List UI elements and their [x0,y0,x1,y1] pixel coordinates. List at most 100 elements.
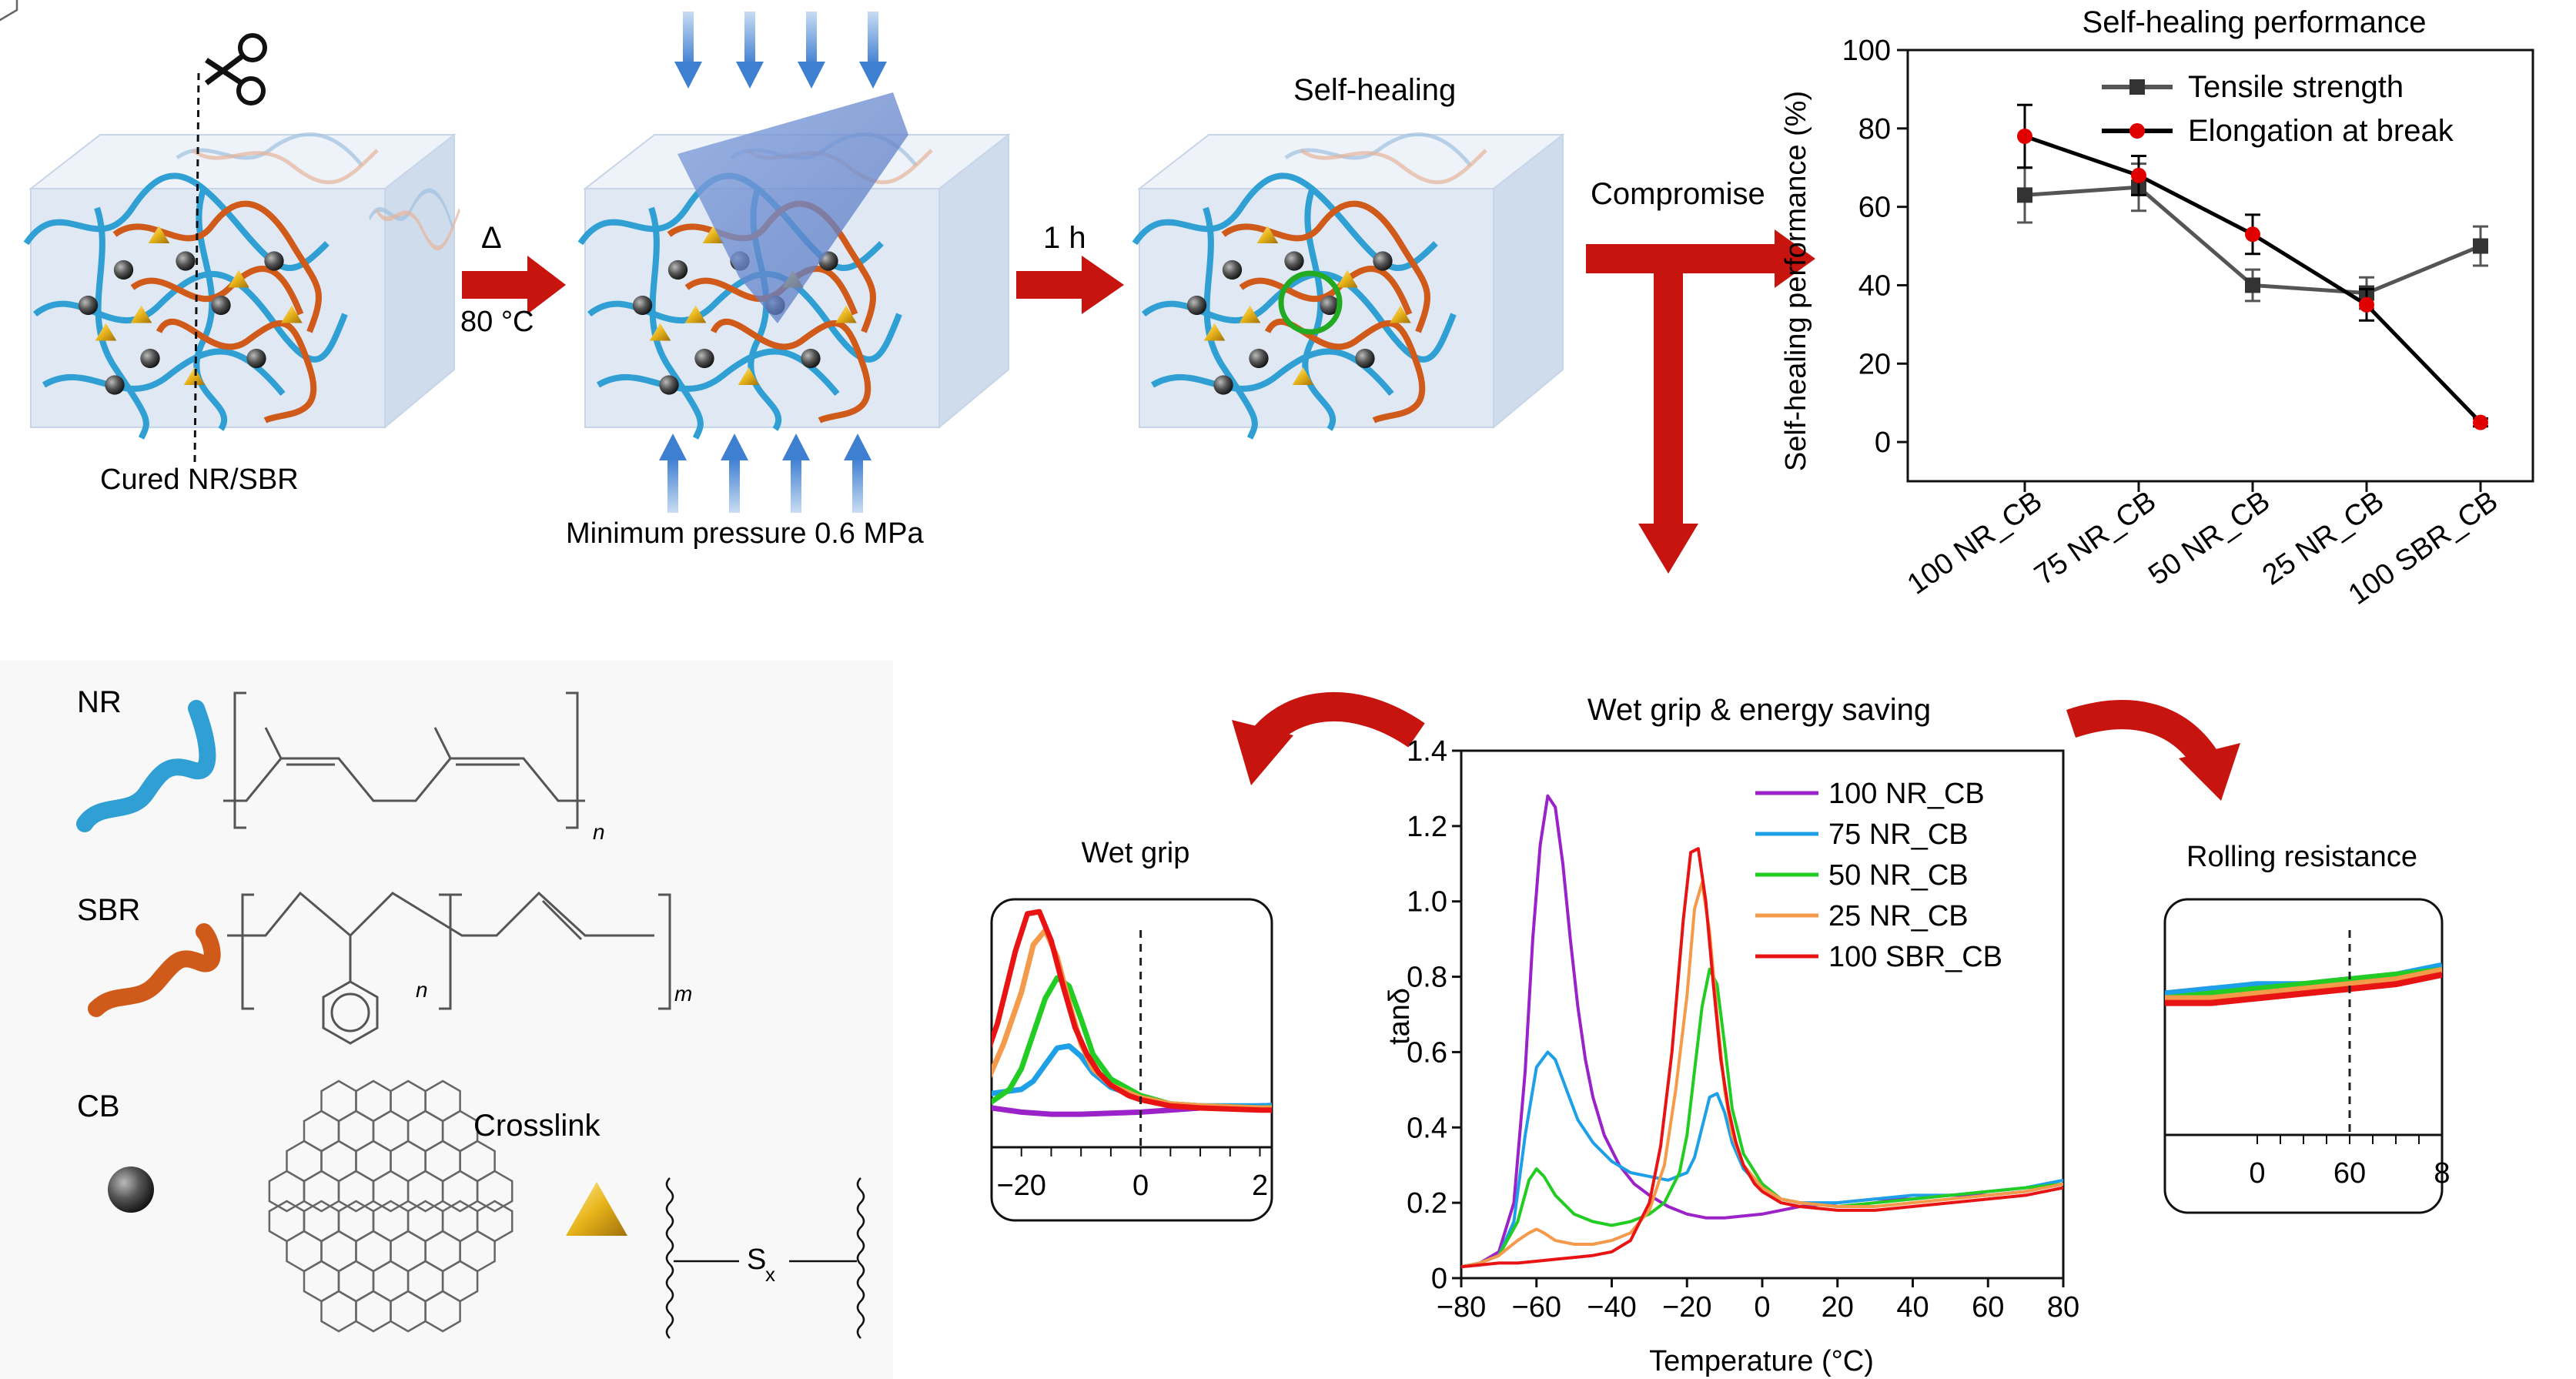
rolling-resistance-panel: Rolling resistance 0 60 8 [2163,841,2451,1214]
cb-hex-ring [424,1290,461,1333]
sh-y-tick-label: 0 [1875,427,1891,459]
sh-data-point [2131,167,2146,183]
zoom-tick-label: 0 [2249,1157,2265,1190]
tan-y-tick-label: 1.0 [1407,886,1447,919]
self-healing-chart: Self-healing performance Self-healing pe… [1780,5,2534,611]
tan-delta-chart: Wet grip & energy saving Temperature (°C… [1383,693,2079,1377]
cube-pressed [580,92,1011,438]
tan-x-tick-label: −80 [1437,1291,1486,1324]
sbr-label: SBR [77,893,140,927]
tan-legend-label: 25 NR_CB [1828,900,1969,932]
tan-legend-label: 100 SBR_CB [1828,941,2002,973]
temperature-label: 80 °C [460,306,534,338]
tan-x-tick-label: 20 [1822,1291,1854,1324]
sulfur-label: S [747,1243,766,1276]
sh-y-tick-label: 80 [1858,113,1891,146]
zoom-series-line [2165,971,2442,1006]
curved-arrow-left [1232,692,1425,785]
tan-series-line [1461,847,2063,1269]
tan-x-tick-label: −20 [1662,1291,1711,1324]
sh-legend-label: Tensile strength [2188,70,2404,104]
sh-data-point [2017,187,2032,203]
zoom-series-line [2165,966,2442,1002]
cb-particle-icon [108,1166,154,1213]
sh-y-tick-label: 60 [1858,192,1891,224]
tan-y-tick-label: 0 [1431,1263,1447,1295]
wet-grip-title: Wet grip [1082,837,1190,869]
sbr-chain-icon [88,923,221,1017]
wet-grip-panel: Wet grip −20 0 2 [990,837,1273,1222]
step-arrow-1 [462,256,566,314]
cb-structure [0,0,514,1333]
sh-data-point [2245,277,2260,293]
tan-series-line [1461,1050,2063,1269]
tan-legend-label: 100 NR_CB [1828,778,1985,810]
zoom-series-line [992,1020,1272,1144]
nr-label: NR [77,685,122,719]
zoom-tick-label: −20 [996,1170,1045,1202]
tan-series-group [1461,794,2063,1269]
sh-legend-label: Elongation at break [2188,114,2454,148]
tan-x-tick-label: 0 [1754,1291,1770,1324]
sh-data-point [2017,129,2032,144]
heat-symbol: Δ [481,221,502,255]
sh-y-tick-label: 20 [1858,348,1891,380]
sh-chart-title: Self-healing performance [2083,5,2427,39]
pressure-arrows-top [674,12,887,89]
tan-legend-label: 50 NR_CB [1828,859,1969,892]
tan-x-tick-label: 80 [2047,1291,2079,1324]
compromise-arrow [1586,229,1815,574]
nr-chain-icon [76,700,216,832]
crosslink-icon [566,1182,627,1236]
zoom-frame [2163,898,2444,1214]
zoom-tick-label: 2 [1252,1170,1268,1202]
sh-data-point [2359,296,2374,313]
scissors-icon [204,33,267,105]
curved-arrow-right [2066,700,2240,801]
components-legend: NR n SBR n m CB [0,0,893,1379]
sh-x-tick-label: 75 NR_CB [2029,485,2162,592]
cut-label: Cured NR/SBR [100,464,299,496]
tan-y-tick-label: 0.6 [1407,1036,1447,1069]
sh-y-tick-label: 40 [1858,269,1891,302]
sh-data-point [2245,226,2260,243]
compromise-label: Compromise [1591,177,1765,211]
sh-y-label: Self-healing performance (%) [1780,91,1812,471]
zoom-tick-label: 60 [2333,1157,2366,1190]
zoom-series-group [992,899,1272,1144]
cube-cured [26,135,460,438]
tan-x-tick-label: −40 [1587,1291,1636,1324]
zoom-tick-label: 8 [2434,1157,2450,1190]
step-arrow-2 [1016,256,1124,314]
tan-x-tick-label: −60 [1512,1291,1561,1324]
nr-structure [223,691,585,829]
healed-title: Self-healing [1293,73,1456,107]
sh-data-point [2473,414,2488,430]
cb-hex-ring [476,1170,514,1213]
tan-y-tick-label: 1.4 [1407,735,1447,768]
zoom-series-line [992,975,1272,1144]
tan-x-tick-label: 60 [1972,1291,2004,1324]
crosslink-label: Crosslink [473,1109,601,1143]
tan-y-tick-label: 1.2 [1407,811,1447,843]
tan-y-label: tanδ [1383,988,1416,1045]
sh-x-tick-label: 50 NR_CB [2143,485,2276,592]
cube-healed [1135,135,1565,438]
nr-subscript: n [593,820,605,844]
zoom-tick-label: 0 [1132,1170,1149,1202]
tan-y-tick-label: 0.4 [1407,1112,1447,1144]
tan-series-line [1461,881,2063,1269]
tan-y-tick-label: 0.2 [1407,1187,1447,1220]
pressure-arrows-bottom [659,433,871,513]
sulfur-crosslink [665,1177,865,1339]
cut-line [193,72,200,463]
sh-y-tick-label: 100 [1842,35,1891,67]
tan-chart-title: Wet grip & energy saving [1587,693,1931,727]
tan-y-tick-label: 0.8 [1407,962,1447,994]
cb-label: CB [77,1089,120,1123]
tan-series-line [1461,967,2063,1269]
tan-x-label: Temperature (°C) [1649,1345,1874,1377]
sh-legend-marker [2129,79,2145,95]
tan-x-tick-label: 40 [1896,1291,1929,1324]
